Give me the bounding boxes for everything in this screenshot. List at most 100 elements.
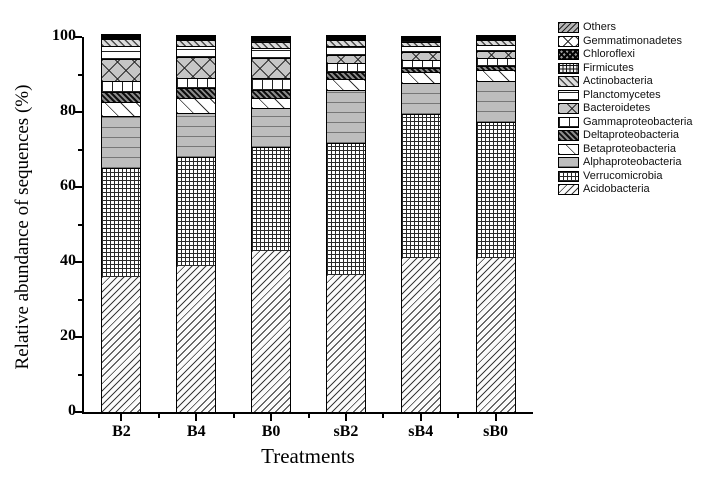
bar-segment-alpha: [401, 82, 440, 114]
legend-label: Gemmatimonadetes: [583, 34, 683, 47]
legend-row-delta: Deltaproteobacteria: [558, 129, 692, 143]
y-minor-tick: [78, 223, 82, 226]
bar-sB2: [325, 35, 366, 412]
bar-segment-plancto: [326, 46, 365, 55]
bar-segment-gamma: [102, 80, 141, 92]
legend-swatch-others: [558, 22, 579, 34]
bar-segment-firm: [326, 39, 365, 41]
bar-segment-others: [102, 35, 141, 37]
y-minor-tick: [78, 148, 82, 151]
bar-segment-plancto: [252, 47, 291, 58]
legend-label: Deltaproteobacteria: [583, 129, 680, 142]
bar-segment-others: [401, 36, 440, 38]
legend-swatch-firm: [558, 62, 579, 74]
bar-segment-acido: [177, 265, 216, 412]
legend-row-chloro: Chloroflexi: [558, 48, 692, 62]
bar-segment-verruco: [401, 113, 440, 259]
y-major-tick: [75, 111, 82, 113]
bar-segment-gemma: [476, 37, 515, 39]
legend-label: Betaproteobacteria: [583, 142, 676, 155]
bar-segment-bact: [476, 50, 515, 58]
bar-segment-delta: [252, 89, 291, 98]
bar-segment-gamma: [401, 59, 440, 68]
bar-segment-alpha: [476, 80, 515, 122]
x-category-label-sB0: sB0: [483, 423, 509, 440]
legend-label: Firmicutes: [583, 61, 634, 74]
legend-swatch-gamma: [558, 116, 579, 128]
legend-swatch-chloro: [558, 49, 579, 61]
bar-segment-others: [252, 36, 291, 38]
bar-segment-chloro: [476, 38, 515, 40]
bar-segment-chloro: [401, 38, 440, 40]
bar-B4: [176, 35, 217, 412]
bar-segment-beta: [252, 97, 291, 108]
legend-swatch-acido: [558, 184, 579, 196]
bar-segment-actino: [476, 40, 515, 45]
legend-swatch-alpha: [558, 157, 579, 169]
legend-label: Actinobacteria: [583, 75, 653, 88]
legend-row-alpha: Alphaproteobacteria: [558, 156, 692, 170]
bar-segment-chloro: [102, 37, 141, 39]
bar-sB4: [400, 35, 441, 412]
y-tick-label: 40: [60, 252, 76, 269]
bar-segment-acido: [476, 258, 515, 412]
y-minor-tick: [78, 373, 82, 376]
bar-segment-firm: [401, 40, 440, 42]
bar-segment-gamma: [476, 58, 515, 66]
plot-area: 0 20 40 60 80 100 B2 B4 B0 sB2 sB4 sB0: [52, 27, 533, 440]
y-axis-title: Relative abundance of sequences (%): [12, 84, 33, 370]
legend-swatch-actino: [558, 76, 579, 88]
bar-segment-chloro: [177, 38, 216, 39]
legend-label: Chloroflexi: [583, 48, 635, 61]
x-major-tick: [419, 414, 422, 421]
x-major-tick: [344, 414, 347, 421]
bar-segment-beta: [102, 101, 141, 116]
bar-segment-actino: [252, 41, 291, 48]
y-major-tick: [75, 261, 82, 263]
y-tick-label: 100: [52, 27, 76, 44]
bar-segment-plancto: [401, 45, 440, 52]
bar-segment-bact: [401, 51, 440, 60]
bar-segment-actino: [326, 40, 365, 47]
y-tick-label: 60: [60, 177, 76, 194]
x-major-tick: [120, 414, 123, 421]
bar-segment-gemma: [177, 37, 216, 38]
bar-segment-alpha: [102, 115, 141, 169]
legend-swatch-bact: [558, 103, 579, 115]
x-major-tick: [195, 414, 198, 421]
legend-swatch-gemma: [558, 35, 579, 47]
legend-label: Planctomycetes: [583, 88, 661, 101]
bar-segment-beta: [401, 71, 440, 83]
legend-swatch-delta: [558, 130, 579, 142]
legend-row-plancto: Planctomycetes: [558, 89, 692, 103]
bar-segment-acido: [102, 277, 141, 412]
bar-segment-alpha: [326, 89, 365, 143]
bar-segment-firm: [102, 38, 141, 40]
bar-sB0: [475, 35, 516, 412]
legend-swatch-verruco: [558, 170, 579, 182]
bar-segment-delta: [177, 88, 216, 98]
legend-row-gamma: Gammaproteobacteria: [558, 116, 692, 130]
legend-row-beta: Betaproteobacteria: [558, 143, 692, 157]
legend-row-bact: Bacteroidetes: [558, 102, 692, 116]
bar-segment-plancto: [102, 46, 141, 60]
y-major-tick: [75, 36, 82, 38]
x-major-tick: [494, 414, 497, 421]
legend-row-actino: Actinobacteria: [558, 75, 692, 89]
bar-segment-bact: [326, 54, 365, 63]
bar-B0: [251, 35, 292, 412]
bar-segment-gemma: [252, 37, 291, 39]
bar-B2: [101, 34, 142, 412]
y-major-tick: [75, 186, 82, 188]
x-minor-tick: [157, 414, 160, 418]
bar-segment-actino: [102, 39, 141, 46]
bar-segment-bact: [102, 59, 141, 81]
bar-segment-actino: [401, 41, 440, 46]
bar-segment-delta: [102, 91, 141, 102]
legend-row-firm: Firmicutes: [558, 62, 692, 76]
x-minor-tick: [307, 414, 310, 418]
y-minor-tick: [78, 298, 82, 301]
bar-segment-gamma: [177, 77, 216, 89]
x-category-label-sB4: sB4: [408, 423, 434, 440]
